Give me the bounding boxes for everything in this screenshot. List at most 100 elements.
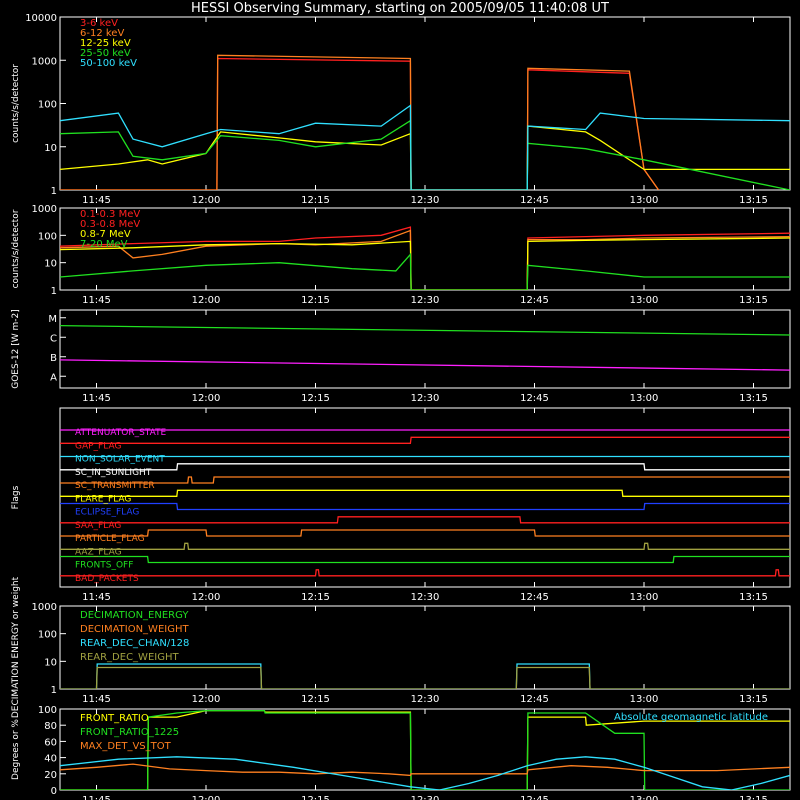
legend-entry: 0.1-0.3 MeV — [80, 209, 140, 220]
legend-entry: 12-25 keV — [80, 38, 131, 49]
x-tick-label: 12:30 — [411, 393, 440, 404]
x-tick-label: 12:00 — [192, 295, 221, 306]
series-line-counts-3 — [60, 119, 790, 190]
legend-entry: AAZ_FLAG — [75, 547, 122, 557]
x-tick-label: 12:45 — [520, 393, 549, 404]
y-tick-label: 0 — [51, 786, 57, 797]
y-tick-label: 1000 — [32, 204, 57, 215]
x-tick-label: 12:45 — [520, 592, 549, 603]
legend-entry: NON_SOLAR_EVENT — [75, 455, 165, 465]
legend-entry: 7-20 MeV — [80, 239, 128, 250]
y-tick-label: 60 — [44, 737, 57, 748]
y-axis-label: counts/s/detector — [11, 209, 21, 288]
legend-entry: FLARE_FLAG — [75, 494, 131, 504]
series-line-ratios-1 — [60, 709, 790, 790]
series-line-ratios-0 — [60, 709, 790, 790]
x-tick-label: 12:15 — [301, 295, 330, 306]
y-tick-label: 1 — [51, 286, 57, 297]
x-tick-label: 12:45 — [520, 195, 549, 206]
panel-counts: 11:45 12:00 12:15 12:30 12:45 13:00 13:15 1 10 10… — [11, 13, 791, 206]
series-line-goes-1 — [60, 359, 790, 371]
series-line-counts-1 — [60, 54, 660, 190]
x-tick-label: 12:00 — [192, 195, 221, 206]
legend-entry: 25-50 keV — [80, 48, 131, 59]
series-line-flags-10 — [60, 555, 790, 564]
x-tick-label: 12:15 — [301, 694, 330, 705]
x-tick-label: 13:15 — [739, 592, 768, 603]
series-line-flags-4 — [60, 476, 790, 484]
x-tick-label: 12:15 — [301, 795, 330, 800]
x-tick-label: 13:00 — [630, 295, 659, 306]
legend-entry: REAR_DEC_CHAN/128 — [80, 638, 189, 649]
x-tick-label: 13:15 — [739, 795, 768, 800]
y-tick-label: A — [50, 372, 57, 383]
series-line-counts_mev-1 — [60, 229, 790, 290]
y-tick-label: 100 — [38, 100, 57, 111]
legend-entry: MAX_DET_VS_TOT — [80, 741, 172, 752]
series-line-flags-7 — [60, 516, 790, 524]
panel-decimation: 11:45 12:00 12:15 12:30 12:45 13:00 13:15 1 10 10… — [11, 576, 791, 718]
legend-entry: 6-12 keV — [80, 28, 124, 39]
legend-entry: 0.3-0.8 MeV — [80, 219, 140, 230]
x-tick-label: 12:00 — [192, 393, 221, 404]
x-tick-label: 11:45 — [82, 795, 111, 800]
legend-entry: FRONT_RATIO_1225 — [80, 727, 179, 738]
legend-entry: ATTENUATOR_STATE — [75, 428, 167, 438]
x-tick-label: 12:15 — [301, 393, 330, 404]
legend-entry: PARTICLE_FLAG — [75, 534, 145, 544]
legend-entry: SC_TRANSMITTER — [75, 481, 155, 491]
y-tick-label: 10 — [44, 143, 57, 154]
legend-entry: SAA_FLAG — [75, 521, 121, 531]
y-tick-label: 1000 — [32, 602, 57, 613]
y-axis-label: counts/s/detector — [11, 64, 21, 143]
series-line-flags-6 — [60, 502, 790, 511]
y-axis-label: Degrees or % — [11, 719, 21, 780]
y-tick-label: 1 — [51, 186, 57, 197]
panel-flags: 11:45 12:00 12:15 12:30 12:45 13:00 13:15 Flags… — [11, 407, 791, 603]
series-line-flags-8 — [60, 529, 790, 537]
x-tick-label: 12:15 — [301, 195, 330, 206]
x-tick-label: 12:30 — [411, 195, 440, 206]
legend-entry: 0.8-7 MeV — [80, 229, 131, 240]
y-axis-label: DECIMATION ENERGY or weight — [11, 576, 21, 718]
legend-entry: 50-100 keV — [80, 58, 137, 69]
series-line-ratios-2 — [60, 763, 790, 777]
series-line-decimation-1 — [60, 666, 790, 689]
x-tick-label: 12:45 — [520, 295, 549, 306]
x-tick-label: 13:00 — [630, 393, 659, 404]
legend-entry: 3-6 keV — [80, 18, 118, 29]
x-tick-label: 12:00 — [192, 592, 221, 603]
y-axis-label: Flags — [11, 485, 21, 509]
x-tick-label: 13:00 — [630, 795, 659, 800]
y-tick-label: B — [50, 353, 57, 364]
y-axis-label: GOES-12 [W m-2] — [11, 309, 21, 389]
series-line-counts_mev-3 — [60, 252, 790, 290]
y-tick-label: 100 — [38, 630, 57, 641]
x-tick-label: 11:45 — [82, 393, 111, 404]
y-tick-label: 1000 — [32, 56, 57, 67]
legend-entry: DECIMATION_WEIGHT — [80, 624, 189, 635]
x-tick-label: 11:45 — [82, 295, 111, 306]
x-tick-label: 11:45 — [82, 592, 111, 603]
series-line-counts_mev-0 — [60, 226, 790, 290]
legend-entry: REAR_DEC_WEIGHT — [80, 652, 179, 663]
panel-counts_mev: 11:45 12:00 12:15 12:30 12:45 13:00 13:15 1 10 10… — [11, 204, 791, 306]
x-tick-label: 13:00 — [630, 195, 659, 206]
x-tick-label: 13:15 — [739, 195, 768, 206]
x-tick-label: 13:15 — [739, 295, 768, 306]
x-tick-label: 12:00 — [192, 795, 221, 800]
series-line-goes-0 — [60, 324, 790, 336]
x-tick-label: 13:15 — [739, 694, 768, 705]
legend-entry: ECLIPSE_FLAG — [75, 508, 139, 518]
y-tick-label: 10 — [44, 657, 57, 668]
y-tick-label: 40 — [44, 754, 57, 765]
x-tick-label: 11:45 — [82, 195, 111, 206]
series-line-flags-1 — [60, 436, 790, 444]
x-tick-label: 12:30 — [411, 295, 440, 306]
legend-entry: GAP_FLAG — [75, 441, 121, 451]
y-tick-label: C — [50, 333, 57, 344]
x-tick-label: 12:45 — [520, 694, 549, 705]
series-line-flags-9 — [60, 542, 790, 550]
